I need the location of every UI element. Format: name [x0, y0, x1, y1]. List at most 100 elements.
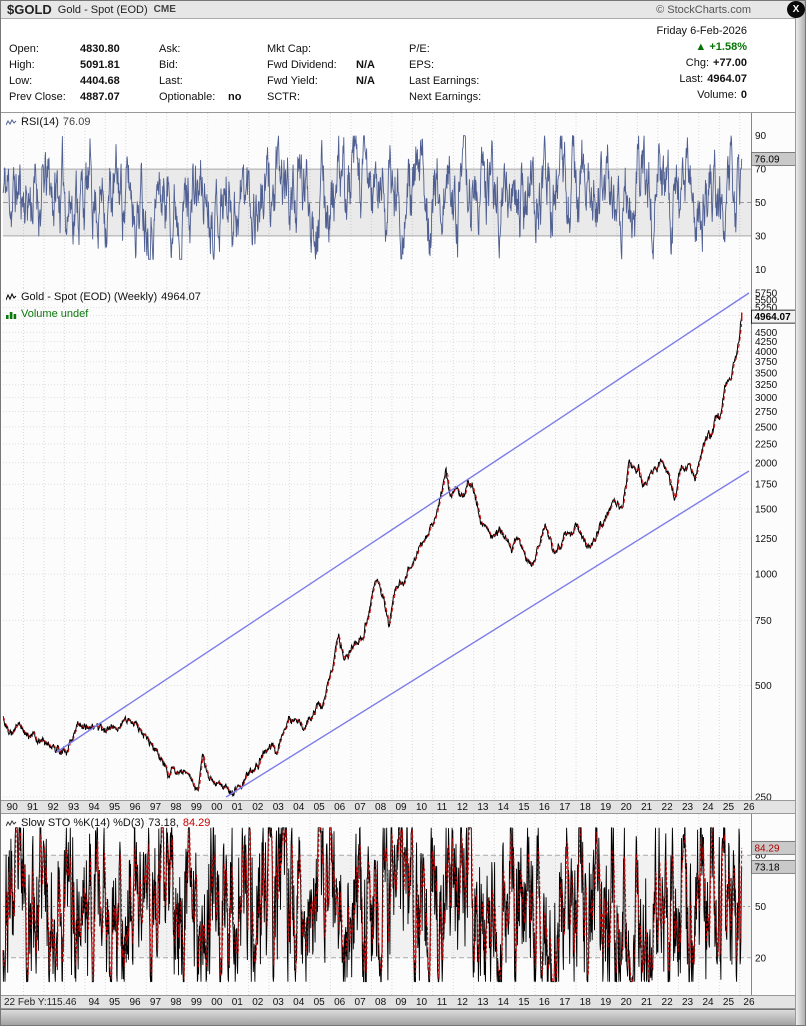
x-tick-label: 19: [600, 997, 612, 1008]
stochastic-chart: 80 50 20 84.29 73.18: [2, 814, 797, 995]
quote-value: no: [228, 91, 242, 103]
quote-row: EPS:: [409, 57, 569, 73]
x-tick-label: 91: [27, 802, 39, 813]
chg-value: +77.00: [713, 57, 747, 69]
x-tick-label: 09: [395, 997, 407, 1008]
quote-label: Optionable:: [159, 91, 216, 103]
x-tick-label: 13: [477, 802, 489, 813]
x-tick-label: 94: [88, 802, 100, 813]
y-tick-label: 90: [755, 131, 767, 142]
x-tick-label: 25: [722, 802, 735, 813]
x-tick-label: 00: [211, 802, 223, 813]
quote-label: Low:: [9, 75, 33, 87]
x-tick-label: 12: [456, 802, 468, 813]
quote-label: High:: [9, 59, 35, 71]
rsi-chart: 90 70 50 30 10 76.09: [2, 113, 797, 288]
horizontal-scrollbar[interactable]: [1, 1009, 805, 1025]
quote-value: 4404.68: [80, 75, 120, 87]
title-bar: $GOLD Gold - Spot (EOD) CME © StockChart…: [1, 1, 805, 19]
x-tick-label: 96: [129, 997, 141, 1008]
volume-label: Volume:: [697, 89, 737, 101]
sto-d-value: 84.29: [182, 817, 211, 829]
x-tick-label: 90: [6, 802, 18, 813]
svg-text:76.09: 76.09: [755, 154, 780, 165]
x-tick-label: 98: [170, 802, 182, 813]
volume-value: 0: [740, 89, 747, 101]
x-tick-label: 96: [129, 802, 141, 813]
x-tick-label: 22: [661, 997, 673, 1008]
exchange: CME: [153, 4, 176, 15]
quote-row: Mkt Cap:: [267, 41, 409, 57]
quote-columns: Open: 4830.80 High: 5091.81 Low: 4404.68 Prev …: [9, 41, 569, 105]
x-tick-label: 23: [681, 802, 694, 813]
y-tick-label: 2250: [755, 439, 778, 450]
x-tick-label: 10: [415, 802, 428, 813]
quote-label: Bid:: [159, 59, 178, 71]
quote-value: 5091.81: [80, 59, 120, 71]
y-tick-label: 1500: [755, 504, 778, 515]
x-tick-label: 10: [415, 997, 428, 1008]
x-tick-label: 18: [579, 802, 591, 813]
y-tick-label: 3000: [755, 393, 778, 404]
quote-label: Last:: [159, 75, 183, 87]
y-tick-label: 2750: [755, 407, 778, 418]
x-tick-label: 20: [620, 802, 632, 813]
rsi-name: RSI(14): [21, 116, 59, 128]
x-tick-label: 15: [518, 802, 530, 813]
quote-panel: Open: 4830.80 High: 5091.81 Low: 4404.68 Prev …: [1, 19, 805, 113]
price-chart-icon: [6, 292, 17, 300]
quote-label: Prev Close:: [9, 91, 66, 103]
quote-column: Ask: Bid: Last: Optionable: no: [159, 41, 267, 105]
x-tick-label: 26: [743, 997, 755, 1008]
vertical-scrollbar[interactable]: [795, 1, 805, 1025]
x-tick-label: 25: [722, 997, 735, 1008]
x-tick-label: 05: [313, 802, 325, 813]
close-button[interactable]: X: [787, 1, 805, 18]
y-tick-label: 3750: [755, 357, 778, 368]
y-tick-label: 50: [755, 902, 767, 913]
x-tick-label: 01: [231, 802, 243, 813]
y-tick-label: 80: [755, 851, 767, 862]
last-value-badge: 4964.07: [751, 309, 797, 324]
x-tick-label: 07: [354, 997, 366, 1008]
quote-column: Mkt Cap: Fwd Dividend: N/A Fwd Yield: N/A SCT…: [267, 41, 409, 105]
quote-column: P/E: EPS: Last Earnings: Next Earnings:: [409, 41, 569, 105]
svg-text:4964.07: 4964.07: [755, 312, 792, 323]
quote-column: Open: 4830.80 High: 5091.81 Low: 4404.68 Prev …: [9, 41, 159, 105]
quote-label: Open:: [9, 43, 39, 55]
y-tick-label: 4500: [755, 328, 778, 339]
quote-row: Ask:: [159, 41, 267, 57]
indicator-icon: [6, 118, 17, 125]
last-value: 4964.07: [707, 73, 747, 85]
x-tick-label: 09: [395, 802, 407, 813]
x-tick-label: 22: [661, 802, 673, 813]
y-tick-label: 250: [755, 793, 772, 801]
quote-row: Optionable: no: [159, 89, 267, 105]
quote-label: Fwd Dividend:: [267, 59, 337, 71]
y-tick-label: 10: [755, 265, 767, 276]
x-tick-label: 99: [190, 802, 202, 813]
quote-row: Prev Close: 4887.07: [9, 89, 159, 105]
x-tick-label: 26: [743, 802, 755, 813]
indicator-icon: [6, 819, 17, 826]
quote-row: High: 5091.81: [9, 57, 159, 73]
x-tick-label: 16: [538, 997, 550, 1008]
x-tick-label: 16: [538, 802, 550, 813]
x-tick-label: 12: [456, 997, 468, 1008]
quote-row: Open: 4830.80: [9, 41, 159, 57]
price-panel: 5750 5500 5250 4500 4250 4000 3750 3500 3250 3000…: [1, 288, 805, 800]
y-tick-label: 1750: [755, 480, 778, 491]
stochastic-panel: 80 50 20 84.29 73.18 Slow STO %K(14) %D(3) 7…: [1, 814, 805, 995]
quote-row: Fwd Dividend: N/A: [267, 57, 409, 73]
quote-value: 4887.07: [80, 91, 120, 103]
change-percent: +1.58%: [709, 41, 747, 53]
quote-value: N/A: [356, 75, 375, 87]
quote-label: Next Earnings:: [409, 91, 482, 103]
x-tick-label: 03: [272, 997, 284, 1008]
y-tick-label: 500: [755, 681, 772, 692]
x-tick-label: 18: [579, 997, 591, 1008]
quote-row: Low: 4404.68: [9, 73, 159, 89]
quote-label: Mkt Cap:: [267, 43, 312, 55]
x-tick-label: 15: [518, 997, 530, 1008]
